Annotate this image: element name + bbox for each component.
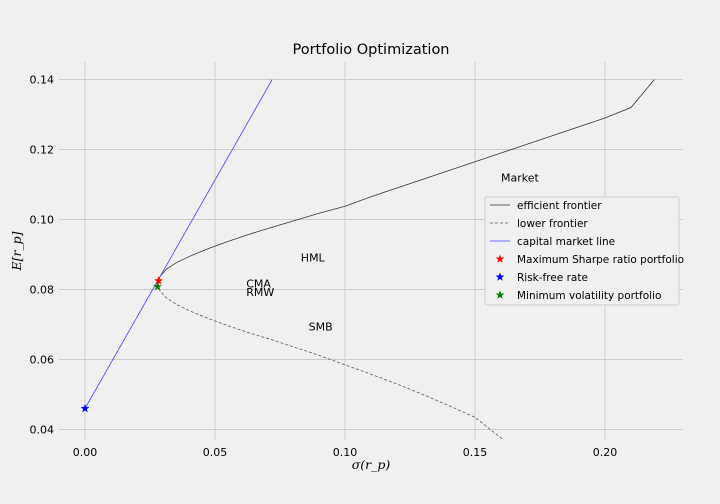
legend-box xyxy=(484,196,680,306)
x-tick-label: 0.00 xyxy=(73,446,98,459)
x-tick-labels: 0.00 0.05 0.10 0.15 0.20 xyxy=(73,446,618,459)
legend: efficient frontier lower frontier capital … xyxy=(484,196,684,306)
annotation-smb: SMB xyxy=(309,320,333,333)
y-tick-label: 0.10 xyxy=(30,214,55,227)
capital-market-line-line xyxy=(84,79,273,409)
annotation-hml: HML xyxy=(301,252,326,265)
chart-title: Portfolio Optimization xyxy=(292,42,449,58)
legend-label: lower frontier xyxy=(517,218,588,230)
y-axis-label: E[r_p] xyxy=(9,231,24,271)
x-tick-label: 0.10 xyxy=(333,446,358,459)
legend-label: Maximum Sharpe ratio portfolio xyxy=(517,254,684,266)
efficient-frontier-line xyxy=(157,79,655,284)
y-tick-labels: 0.04 0.06 0.08 0.10 0.12 0.14 xyxy=(30,74,55,437)
y-tick-label: 0.14 xyxy=(30,74,55,87)
legend-swatch xyxy=(495,290,505,299)
x-tick-label: 0.05 xyxy=(203,446,228,459)
maximum-sharpe-ratio-portfolio-marker xyxy=(154,276,163,285)
x-tick-label: 0.20 xyxy=(593,446,618,459)
legend-swatch xyxy=(495,272,505,281)
y-tick-label: 0.04 xyxy=(30,424,55,437)
risk-free-rate-marker xyxy=(80,403,90,413)
y-tick-label: 0.08 xyxy=(30,284,55,297)
legend-label: capital market line xyxy=(517,236,615,248)
legend-label: efficient frontier xyxy=(517,200,602,212)
annotation-cma: CMA xyxy=(246,277,271,290)
y-tick-label: 0.06 xyxy=(30,354,55,367)
legend-swatch xyxy=(495,254,505,263)
x-axis-label: σ(r_p) xyxy=(352,457,391,472)
minimum-volatility-portfolio-marker xyxy=(153,282,162,291)
annotation-market: Market xyxy=(501,172,539,185)
annotation-rmw: RMW xyxy=(246,286,274,299)
x-tick-label: 0.15 xyxy=(463,446,488,459)
legend-label: Risk-free rate xyxy=(517,272,588,284)
series-layer xyxy=(80,79,655,441)
lower-frontier-line xyxy=(157,283,504,441)
legend-label: Minimum volatility portfolio xyxy=(517,290,661,302)
y-tick-label: 0.12 xyxy=(30,144,55,157)
